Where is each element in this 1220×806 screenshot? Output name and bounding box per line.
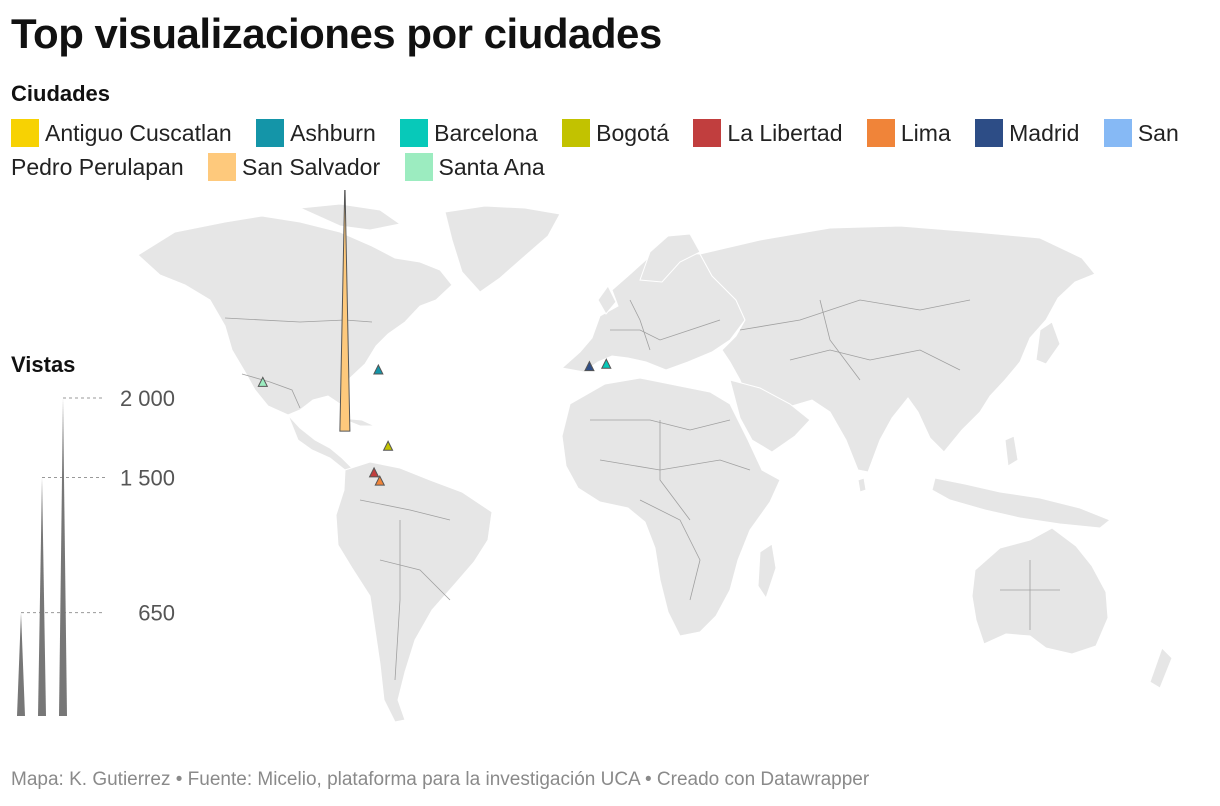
legend-swatch (256, 119, 285, 147)
border-south-america-3 (394, 520, 401, 681)
land-asia (699, 225, 1096, 473)
footer-separator: • (639, 769, 657, 790)
map-title: Top visualizaciones por ciudades (11, 10, 662, 57)
land-layer (137, 203, 1173, 723)
land-arabia (729, 379, 811, 453)
size-legend-title: Vistas (11, 352, 76, 377)
border-layer (224, 299, 1060, 681)
legend-swatch (866, 119, 895, 147)
size-legend-label: 2 000 (120, 386, 175, 411)
city-spike-marker[interactable] (368, 466, 380, 478)
legend-swatch (404, 153, 433, 181)
legend-label: San Salvador (242, 154, 381, 180)
footer-credit[interactable]: Creado con Datawrapper (656, 769, 870, 790)
border-south-america-2 (379, 559, 451, 601)
legend-swatch (975, 119, 1004, 147)
border-asia-3 (819, 299, 861, 381)
land-scandinavia (639, 233, 701, 283)
border-usa-canada (224, 317, 373, 323)
land-uk (597, 285, 617, 315)
legend-swatch (693, 119, 722, 147)
land-sri-lanka (857, 477, 867, 493)
legend-swatch (208, 153, 237, 181)
land-arctic-islands (298, 203, 402, 231)
size-legend-label: 1 500 (120, 466, 175, 491)
legend-label: San Pedro Perulapan (11, 120, 1179, 180)
land-south-america (335, 461, 493, 723)
size-legend-spike (17, 612, 25, 716)
legend-item: Bogotá (562, 119, 670, 147)
footer-credit: Fuente: Micelio, plataforma para la inve… (187, 769, 640, 790)
city-spike-marker[interactable] (373, 363, 384, 375)
land-africa (561, 377, 781, 637)
footer-separator: • (170, 769, 188, 790)
land-madagascar (757, 543, 777, 600)
border-usa-mexico (241, 373, 301, 409)
border-africa-1 (590, 419, 731, 431)
size-legend: 650 1 500 2 000 (17, 386, 175, 716)
legend-label: Santa Ana (438, 154, 545, 180)
city-spike-marker[interactable] (257, 376, 269, 387)
city-spike-marker[interactable] (374, 475, 386, 486)
border-europe-1 (610, 319, 721, 341)
legend-title: Ciudades (11, 81, 111, 106)
footer-credits: Mapa: K. Gutierrez • Fuente: Micelio, pl… (11, 769, 869, 791)
legend-swatch (11, 119, 39, 147)
land-greenland (444, 205, 561, 293)
footer-credit: Mapa: K. Gutierrez (11, 769, 171, 790)
legend-label: Bogotá (596, 120, 670, 146)
size-legend-label: 650 (138, 601, 175, 626)
border-africa-2 (599, 459, 751, 471)
legend-label: Barcelona (434, 120, 538, 146)
legend-swatch (562, 119, 591, 147)
legend-item: San Pedro Perulapan (11, 119, 1179, 180)
land-philippines (1004, 435, 1019, 467)
land-japan (1035, 321, 1061, 365)
size-legend-spike (59, 398, 67, 716)
legend-item: Lima (866, 119, 951, 147)
color-legend: Antiguo Cuscatlan Ashburn Barcelona Bogo… (11, 116, 1206, 184)
legend-label: La Libertad (727, 120, 843, 146)
land-australia (971, 527, 1109, 655)
legend-swatch (400, 119, 429, 147)
legend-label: Madrid (1009, 120, 1080, 146)
legend-item: Antiguo Cuscatlan (11, 119, 232, 147)
legend-item: Madrid (975, 119, 1080, 147)
legend-swatch (1103, 119, 1132, 147)
border-africa-3 (639, 499, 701, 601)
land-indonesia (931, 477, 1111, 529)
legend-label: Antiguo Cuscatlan (45, 120, 232, 146)
legend-item: Ashburn (256, 119, 376, 147)
legend-item: La Libertad (693, 119, 843, 147)
city-spike-marker[interactable] (600, 358, 612, 369)
size-legend-spike (38, 477, 46, 716)
world-map (137, 190, 1173, 723)
legend-label: Lima (900, 120, 951, 146)
border-africa-4 (659, 420, 691, 521)
legend-item: Barcelona (400, 119, 538, 147)
legend-label: Ashburn (290, 120, 376, 146)
land-north-america (137, 215, 453, 416)
border-south-america-1 (359, 499, 451, 521)
border-asia-2 (789, 349, 961, 371)
legend-item: Santa Ana (404, 153, 545, 181)
marker-layer (257, 190, 612, 486)
city-spike-marker[interactable] (584, 360, 595, 372)
legend-item: San Salvador (208, 153, 381, 181)
border-europe-2 (629, 299, 651, 351)
city-spike-marker[interactable] (382, 440, 394, 451)
city-spike-marker[interactable] (339, 190, 351, 432)
border-asia-1 (739, 299, 971, 331)
land-new-zealand (1149, 647, 1173, 689)
